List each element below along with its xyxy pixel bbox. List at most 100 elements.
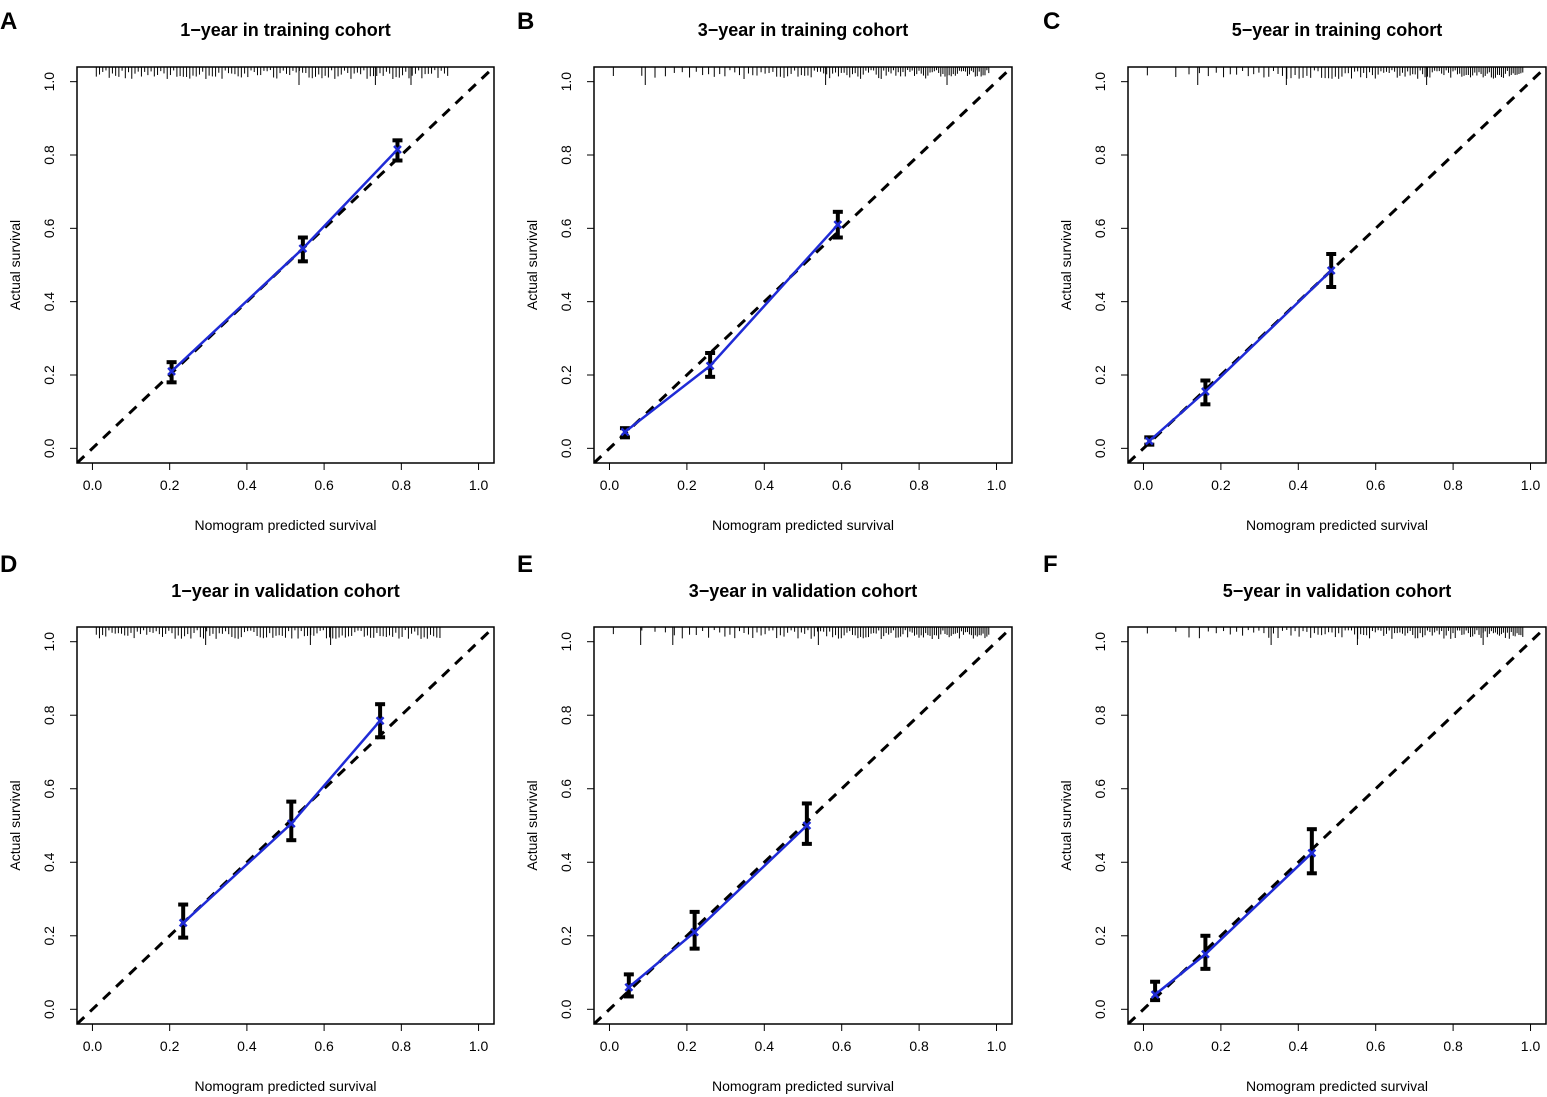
- point-stroke: [624, 982, 634, 992]
- x-tick-label: 0.4: [1289, 1038, 1309, 1054]
- observed-point: [298, 244, 308, 253]
- y-tick-label: 0.0: [1092, 438, 1108, 458]
- observed-line: [1148, 269, 1333, 442]
- plot-frame: [1127, 626, 1547, 1025]
- x-tick-label: 0.2: [160, 477, 180, 493]
- x-axis: 0.0 0.2 0.4 0.6 0.8 1.0: [83, 463, 489, 493]
- plot-frame: [1127, 66, 1547, 464]
- point-stroke: [1326, 266, 1336, 275]
- y-axis: 0.0 0.2 0.4 0.6 0.8 1.0: [1092, 632, 1128, 1019]
- point-stroke: [1201, 387, 1210, 396]
- y-tick-label: 0.6: [41, 779, 57, 799]
- x-tick-label: 0.4: [755, 477, 775, 493]
- observed-point: [833, 220, 843, 230]
- observed-point: [624, 982, 634, 992]
- observed-line: [624, 223, 839, 433]
- y-tick-label: 0.2: [558, 365, 574, 385]
- observed-point: [1201, 387, 1210, 396]
- x-tick-label: 0.0: [600, 1038, 620, 1054]
- observed-point: [393, 145, 402, 154]
- x-tick-label: 0.2: [677, 477, 697, 493]
- x-tick-label: 0.4: [237, 477, 257, 493]
- y-tick-label: 0.6: [1092, 779, 1108, 799]
- point-stroke: [705, 361, 715, 371]
- ideal-reference-line: [594, 67, 1012, 463]
- panel-title: 1−year in validation cohort: [171, 581, 400, 601]
- ideal-reference-line: [77, 67, 494, 463]
- x-axis: 0.0 0.2 0.4 0.6 0.8 1.0: [600, 463, 1006, 493]
- rug: [1146, 627, 1524, 645]
- x-tick-label: 0.6: [1366, 1038, 1386, 1054]
- x-axis-label: Nomogram predicted survival: [712, 1078, 894, 1094]
- y-tick-label: 1.0: [558, 632, 574, 652]
- point-stroke: [178, 918, 188, 928]
- x-axis: 0.0 0.2 0.4 0.6 0.8 1.0: [1134, 1024, 1541, 1054]
- x-tick-label: 0.0: [83, 1038, 103, 1054]
- y-tick-label: 0.6: [1092, 218, 1108, 238]
- y-axis: 0.0 0.2 0.4 0.6 0.8 1.0: [1092, 72, 1128, 458]
- observed-point: [1326, 266, 1336, 275]
- x-tick-label: 1.0: [1521, 1038, 1541, 1054]
- point-stroke: [620, 427, 630, 437]
- y-tick-label: 0.4: [41, 852, 57, 872]
- rug: [95, 627, 441, 645]
- y-tick-label: 0.2: [41, 365, 57, 385]
- panel-title: 5−year in validation cohort: [1223, 581, 1452, 601]
- observed-point: [1150, 990, 1160, 999]
- y-tick-label: 1.0: [558, 72, 574, 92]
- error-bar: [286, 799, 297, 843]
- observed-point: [167, 366, 176, 376]
- y-tick-label: 0.0: [41, 438, 57, 458]
- point-stroke: [1144, 436, 1154, 446]
- y-tick-label: 0.2: [558, 926, 574, 946]
- plot-frame: [593, 66, 1013, 464]
- point-stroke: [690, 927, 700, 937]
- observed-point: [620, 427, 630, 437]
- x-axis-label: Nomogram predicted survival: [194, 517, 376, 533]
- observed-point: [286, 819, 296, 829]
- x-tick-label: 1.0: [469, 477, 489, 493]
- x-axis-label: Nomogram predicted survival: [194, 1078, 376, 1094]
- x-tick-label: 0.2: [677, 1038, 697, 1054]
- y-axis-label: Actual survival: [524, 780, 540, 870]
- panel-title: 5−year in training cohort: [1232, 20, 1443, 40]
- panel-letter: E: [517, 551, 533, 578]
- x-axis: 0.0 0.2 0.4 0.6 0.8 1.0: [1134, 463, 1540, 493]
- rug: [95, 67, 449, 85]
- plot-frame: [593, 626, 1013, 1025]
- x-axis: 0.0 0.2 0.4 0.6 0.8 1.0: [83, 1024, 489, 1054]
- panel-title: 1−year in training cohort: [180, 20, 391, 40]
- y-tick-label: 0.8: [1092, 705, 1108, 725]
- x-axis: 0.0 0.2 0.4 0.6 0.8 1.0: [600, 1024, 1007, 1054]
- panel-letter: D: [0, 551, 17, 578]
- rug: [1146, 67, 1524, 85]
- y-tick-label: 0.0: [558, 438, 574, 458]
- point-stroke: [1201, 949, 1210, 959]
- y-tick-label: 0.8: [1092, 145, 1108, 165]
- error-bar: [1306, 827, 1317, 876]
- y-tick-label: 0.4: [1092, 292, 1108, 312]
- observed-point: [705, 361, 715, 371]
- y-axis-label: Actual survival: [1058, 780, 1074, 870]
- x-tick-label: 0.6: [314, 1038, 334, 1054]
- y-tick-label: 0.2: [1092, 926, 1108, 946]
- y-axis: 0.0 0.2 0.4 0.6 0.8 1.0: [41, 72, 77, 458]
- x-tick-label: 1.0: [469, 1038, 489, 1054]
- y-tick-label: 0.4: [1092, 852, 1108, 872]
- point-stroke: [375, 716, 385, 726]
- panel-c: C 5−year in training cohort 0.0 0.2 0.4 0.6 0.…: [1043, 8, 1547, 533]
- error-bar: [689, 909, 700, 951]
- x-tick-label: 0.8: [909, 1038, 929, 1054]
- ideal-reference-line: [1128, 627, 1546, 1024]
- point-stroke: [393, 145, 402, 154]
- x-tick-label: 1.0: [987, 1038, 1007, 1054]
- x-tick-label: 0.4: [237, 1038, 257, 1054]
- observed-point: [1307, 848, 1317, 858]
- panel-letter: C: [1043, 8, 1060, 35]
- point-stroke: [802, 821, 812, 830]
- y-tick-label: 0.6: [41, 218, 57, 238]
- rug: [612, 627, 990, 645]
- y-tick-label: 0.6: [558, 218, 574, 238]
